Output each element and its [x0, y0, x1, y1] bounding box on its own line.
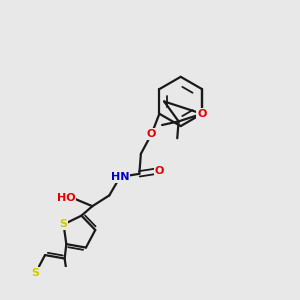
Text: S: S: [32, 268, 40, 278]
Text: HN: HN: [111, 172, 129, 182]
Text: O: O: [197, 109, 207, 119]
Text: S: S: [60, 219, 68, 230]
Text: HO: HO: [57, 194, 75, 203]
Text: O: O: [147, 129, 156, 139]
Text: O: O: [155, 166, 164, 176]
